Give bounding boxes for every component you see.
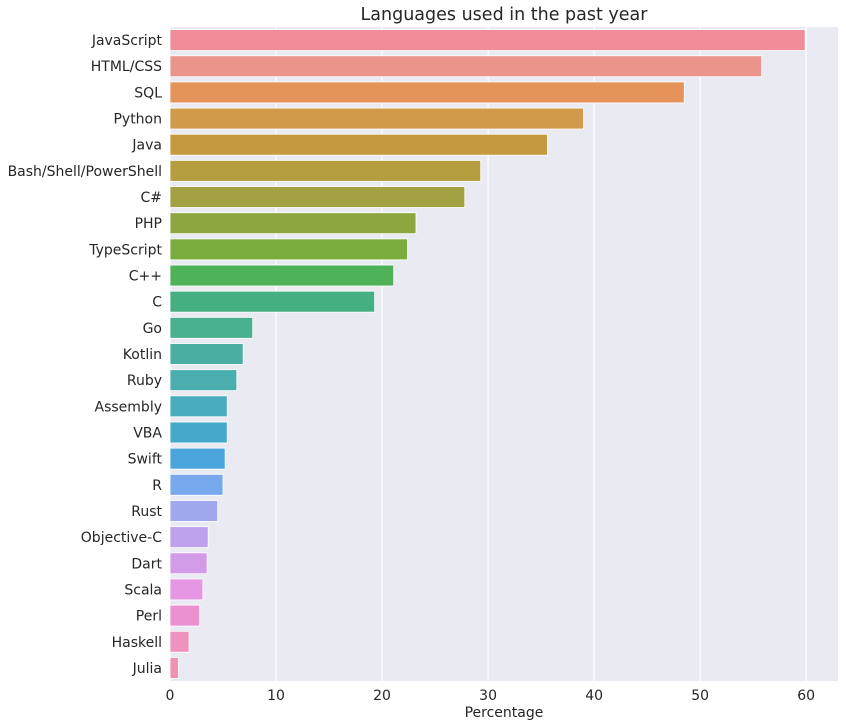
bar-html-css bbox=[169, 55, 763, 78]
bar-c bbox=[169, 290, 376, 313]
category-label: Java bbox=[131, 138, 162, 154]
bar-perl bbox=[169, 604, 201, 627]
x-tick-label: 30 bbox=[479, 688, 497, 704]
category-label: Perl bbox=[136, 609, 162, 625]
bar-r bbox=[169, 473, 224, 496]
category-label: Haskell bbox=[112, 635, 162, 651]
category-label: Python bbox=[113, 112, 162, 128]
category-label: HTML/CSS bbox=[91, 59, 162, 75]
category-label: VBA bbox=[133, 425, 162, 441]
category-label: Dart bbox=[131, 556, 162, 572]
bar-julia bbox=[169, 657, 179, 679]
category-label: PHP bbox=[135, 216, 162, 232]
bar-kotlin bbox=[169, 343, 244, 365]
category-label: C bbox=[152, 295, 162, 311]
bar-haskell bbox=[169, 630, 190, 653]
x-tick-label: 10 bbox=[267, 688, 285, 704]
bar-php bbox=[169, 212, 417, 235]
category-label: R bbox=[152, 478, 162, 494]
bar-sql bbox=[169, 81, 685, 104]
bar-objective-c bbox=[169, 526, 209, 548]
category-label: Rust bbox=[131, 504, 162, 520]
bar-c- bbox=[169, 186, 466, 208]
category-label: Kotlin bbox=[123, 347, 162, 363]
bar-typescript bbox=[169, 238, 408, 261]
bar-scala bbox=[169, 578, 204, 601]
bar-assembly bbox=[169, 395, 228, 418]
bar-rust bbox=[169, 500, 219, 522]
chart-title: Languages used in the past year bbox=[361, 5, 649, 25]
x-tick-labels: 0 10 20 30 40 50 60 bbox=[166, 688, 816, 704]
category-label: C++ bbox=[129, 269, 162, 285]
bar-vba bbox=[169, 421, 228, 444]
bar-swift bbox=[169, 447, 226, 470]
category-label: Go bbox=[143, 321, 162, 337]
category-labels: JavaScript HTML/CSS SQL Python Java Bash/Shel… bbox=[8, 33, 163, 677]
bar-python bbox=[169, 107, 584, 130]
bar-dart bbox=[169, 552, 208, 575]
category-label: TypeScript bbox=[88, 242, 162, 258]
bar-java bbox=[169, 133, 548, 156]
x-tick-label: 0 bbox=[166, 688, 175, 704]
category-label: Objective-C bbox=[81, 530, 162, 546]
x-tick-label: 40 bbox=[585, 688, 603, 704]
x-tick-label: 60 bbox=[797, 688, 815, 704]
category-label: Bash/Shell/PowerShell bbox=[8, 164, 162, 180]
category-label: Assembly bbox=[95, 399, 162, 415]
x-tick-label: 20 bbox=[373, 688, 391, 704]
x-axis-label: Percentage bbox=[465, 705, 544, 721]
category-label: Swift bbox=[128, 452, 163, 468]
bar-bash-shell-powershell bbox=[169, 160, 482, 182]
bar-go bbox=[169, 316, 254, 339]
category-label: SQL bbox=[134, 85, 162, 101]
bar-javascript bbox=[169, 29, 806, 51]
bar-c- bbox=[169, 264, 395, 287]
category-label: Julia bbox=[132, 661, 162, 677]
bar-ruby bbox=[169, 369, 238, 392]
category-label: Ruby bbox=[127, 373, 162, 389]
category-label: Scala bbox=[124, 582, 162, 598]
bars bbox=[169, 29, 806, 679]
category-label: C# bbox=[140, 190, 162, 206]
x-tick-label: 50 bbox=[691, 688, 709, 704]
category-label: JavaScript bbox=[91, 33, 163, 49]
